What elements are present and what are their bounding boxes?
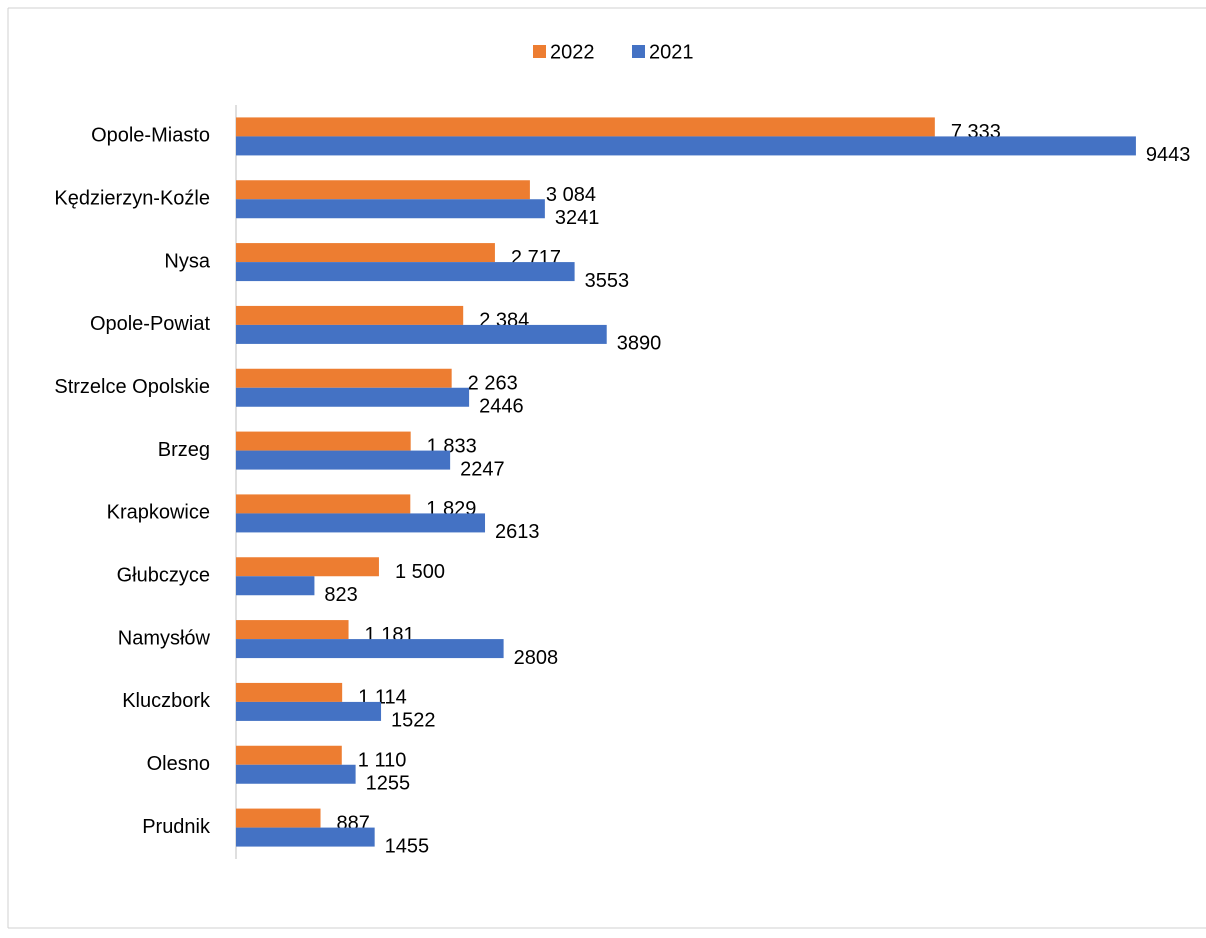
bar	[236, 827, 375, 847]
data-label: 2613	[495, 521, 540, 543]
y-tick-label: Olesno	[147, 753, 210, 775]
bar	[236, 494, 411, 514]
data-label: 3241	[555, 207, 600, 229]
bar	[236, 305, 464, 325]
y-tick-label: Brzeg	[158, 439, 210, 461]
data-label: 2446	[479, 396, 523, 418]
y-tick-label: Głubczyce	[117, 565, 210, 587]
data-label: 3890	[617, 333, 662, 355]
data-label: 3553	[585, 270, 630, 292]
bar	[236, 682, 343, 702]
bar	[236, 557, 379, 577]
bar	[236, 745, 342, 765]
bar	[236, 639, 504, 659]
bar	[236, 324, 607, 344]
bar	[236, 764, 356, 784]
bar	[236, 368, 452, 388]
data-label: 823	[324, 584, 357, 606]
data-label: 2808	[514, 647, 559, 669]
data-label: 1255	[366, 773, 411, 795]
data-label: 1522	[391, 710, 436, 732]
bar	[236, 808, 321, 828]
legend-label: 2022	[550, 41, 595, 63]
bar	[236, 243, 495, 263]
data-label: 1 500	[395, 561, 445, 583]
y-tick-label: Opole-Powiat	[90, 313, 211, 335]
y-tick-label: Kędzierzyn-Koźle	[54, 188, 210, 210]
data-label: 1 110	[358, 750, 407, 772]
y-tick-label: Strzelce Opolskie	[54, 376, 210, 398]
data-label: 9443	[1146, 144, 1191, 166]
bar	[236, 180, 530, 200]
y-tick-label: Prudnik	[142, 816, 211, 838]
bar	[236, 387, 470, 407]
legend-swatch	[632, 45, 645, 58]
bar	[236, 199, 545, 219]
bar	[236, 117, 935, 137]
data-label: 2247	[460, 458, 505, 480]
bar	[236, 513, 486, 533]
y-tick-label: Namysłów	[118, 627, 211, 649]
y-tick-label: Krapkowice	[107, 502, 210, 524]
data-label: 1455	[385, 835, 430, 857]
bar	[236, 136, 1136, 156]
bar	[236, 620, 349, 640]
data-label: 3 084	[546, 184, 596, 206]
bar	[236, 701, 382, 721]
y-tick-label: Nysa	[164, 250, 210, 272]
legend-label: 2021	[649, 41, 694, 63]
bar	[236, 576, 315, 596]
legend-swatch	[533, 45, 546, 58]
bar	[236, 450, 451, 470]
bar	[236, 262, 575, 282]
bar	[236, 431, 411, 451]
y-tick-label: Opole-Miasto	[91, 125, 210, 147]
y-tick-label: Kluczbork	[122, 690, 211, 712]
data-label: 2 263	[468, 373, 518, 395]
